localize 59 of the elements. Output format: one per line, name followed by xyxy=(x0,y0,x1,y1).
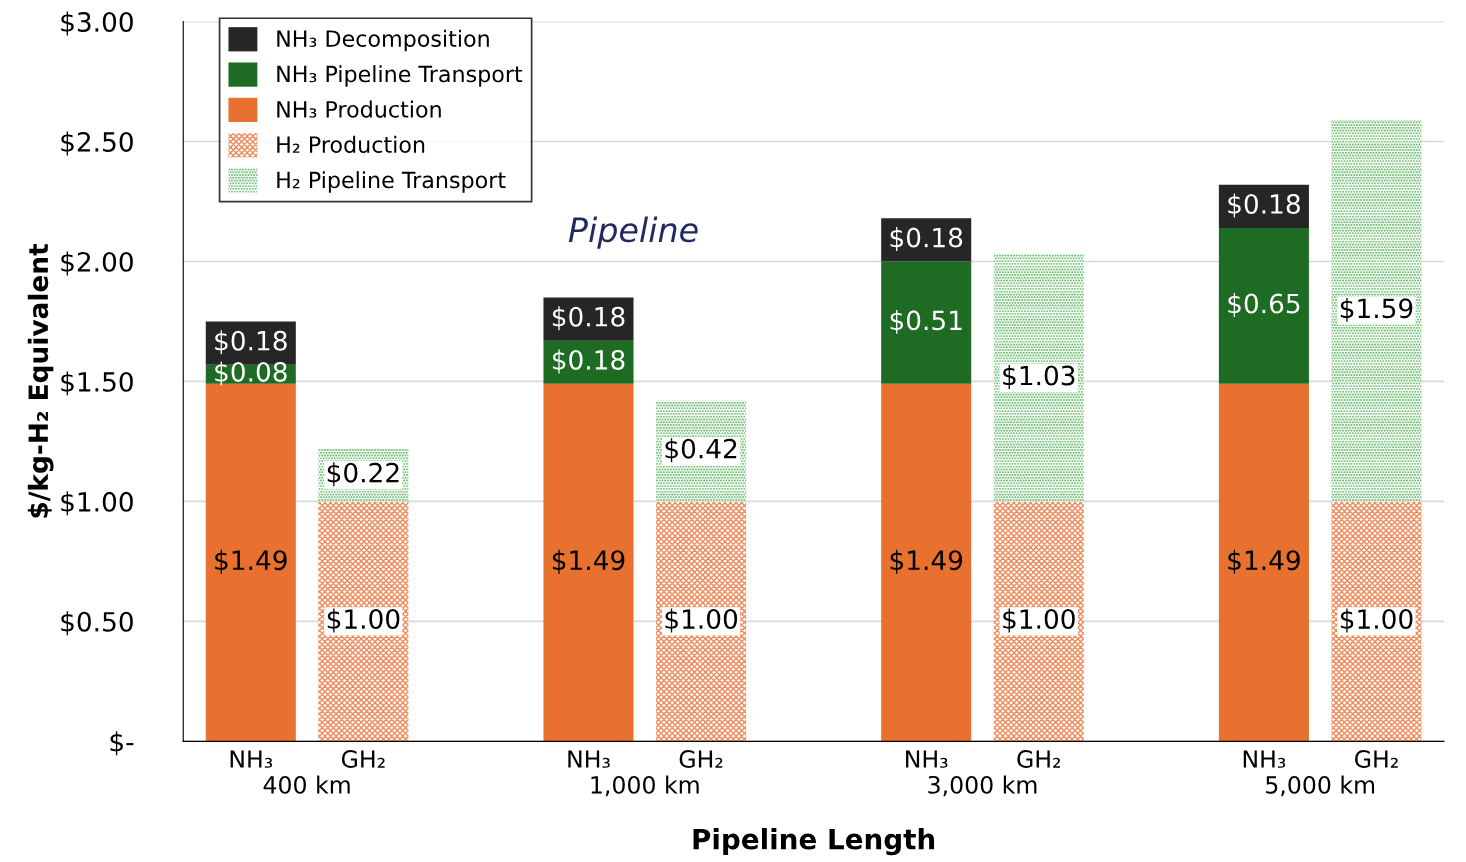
bar xyxy=(318,501,409,742)
x-axis-title: Pipeline Length xyxy=(693,828,935,856)
data-label: $1.49 xyxy=(552,549,625,574)
data-label: $1.03 xyxy=(1003,365,1075,389)
data-label: $1.49 xyxy=(1228,549,1300,574)
y-tick-label: $1.50 xyxy=(61,371,133,396)
data-label: $0.18 xyxy=(215,330,287,355)
legend-label: H₂ Pipeline Transport xyxy=(277,171,506,193)
data-label: $0.18 xyxy=(890,227,963,252)
data-label: $0.42 xyxy=(665,438,737,463)
bar xyxy=(543,297,634,341)
text: 400 km xyxy=(263,775,350,794)
y-tick-label: $1.00 xyxy=(61,491,133,516)
annotation: Pipeline xyxy=(568,216,698,249)
legend-label: NH₃ Pipeline Transport xyxy=(277,65,523,87)
bar xyxy=(1331,119,1422,502)
data-label: $1.00 xyxy=(665,608,738,633)
bar xyxy=(993,501,1084,742)
y-tick-label: $3.00 xyxy=(61,11,133,36)
x-tick-label: NH₃ xyxy=(1243,750,1286,768)
bar xyxy=(656,501,747,742)
x-tick-label: GH₂ xyxy=(1355,750,1398,768)
legend-label: NH₃ Production xyxy=(277,100,441,118)
y-axis-title: $/kg-H₂ Equivalent xyxy=(27,243,54,518)
legend-label: H₂ Production xyxy=(277,135,425,154)
data-label: $0.18 xyxy=(552,306,625,331)
bar xyxy=(881,261,972,384)
x-tick-label: GH₂ xyxy=(679,750,723,768)
x-tick-label: NH₃ xyxy=(906,750,948,768)
data-label: $1.59 xyxy=(1340,297,1413,322)
data-label: $1.00 xyxy=(1003,608,1075,633)
bar xyxy=(881,383,972,742)
y-tick-label: $2.00 xyxy=(61,251,133,276)
text: 3,000 km xyxy=(928,775,1037,797)
text: 1,000 km xyxy=(591,775,699,797)
data-label: $1.00 xyxy=(1340,608,1413,633)
legend-label: NH₃ Decomposition xyxy=(277,29,489,52)
bar xyxy=(1331,501,1422,742)
x-tick-label: NH₃ xyxy=(568,750,610,768)
data-label: $1.00 xyxy=(327,608,400,633)
data-label: $0.65 xyxy=(1228,293,1300,318)
bar xyxy=(1218,227,1309,384)
data-label: $0.18 xyxy=(552,349,625,374)
data-label: $0.51 xyxy=(890,309,962,334)
bar xyxy=(543,383,634,742)
y-tick-label: $0.50 xyxy=(61,611,133,636)
text: 5,000 km xyxy=(1266,775,1375,797)
data-label: $1.49 xyxy=(215,549,287,574)
data-label: $0.22 xyxy=(327,462,399,487)
data-label: $0.18 xyxy=(1228,193,1300,218)
bar xyxy=(1218,383,1309,742)
y-tick-label: $2.50 xyxy=(61,131,133,156)
y-tick-label: $- xyxy=(110,731,134,756)
x-tick-label: NH₃ xyxy=(230,750,273,768)
x-tick-label: GH₂ xyxy=(341,750,385,768)
bar xyxy=(993,254,1084,502)
data-label: $1.49 xyxy=(890,549,963,574)
x-tick-label: GH₂ xyxy=(1017,750,1061,768)
data-label: $0.08 xyxy=(215,361,287,386)
